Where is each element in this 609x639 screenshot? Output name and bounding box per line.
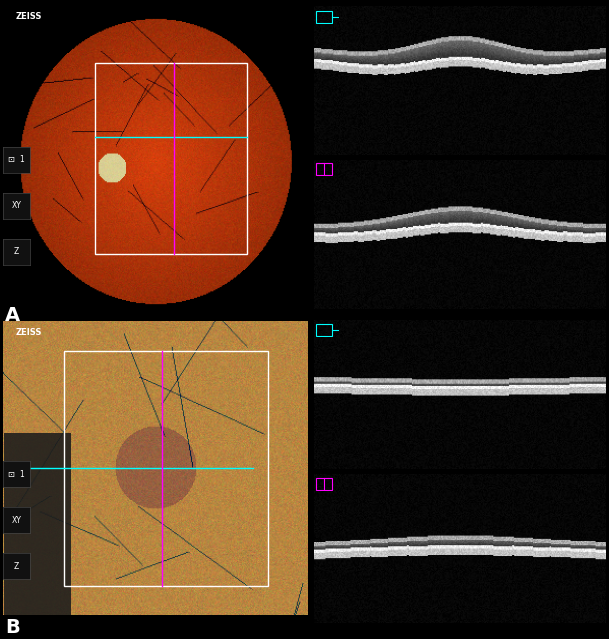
Text: ⊡: ⊡ bbox=[7, 470, 14, 479]
Bar bbox=[316, 478, 333, 489]
Text: XY: XY bbox=[12, 516, 21, 525]
Text: ZEISS: ZEISS bbox=[16, 328, 42, 337]
Text: 1: 1 bbox=[19, 155, 24, 164]
Text: Z: Z bbox=[14, 562, 19, 571]
Bar bbox=[316, 324, 333, 335]
Text: 1: 1 bbox=[19, 470, 24, 479]
Text: ⊡: ⊡ bbox=[7, 155, 14, 164]
Text: A: A bbox=[5, 307, 20, 325]
Text: ZEISS: ZEISS bbox=[16, 12, 42, 21]
Bar bbox=[4, 433, 71, 615]
Text: XY: XY bbox=[12, 201, 21, 210]
Bar bbox=[65, 351, 269, 586]
Bar bbox=[316, 11, 333, 22]
Bar bbox=[95, 63, 247, 254]
Bar bbox=[316, 163, 333, 174]
Text: Z: Z bbox=[14, 247, 19, 256]
Text: B: B bbox=[5, 619, 19, 637]
